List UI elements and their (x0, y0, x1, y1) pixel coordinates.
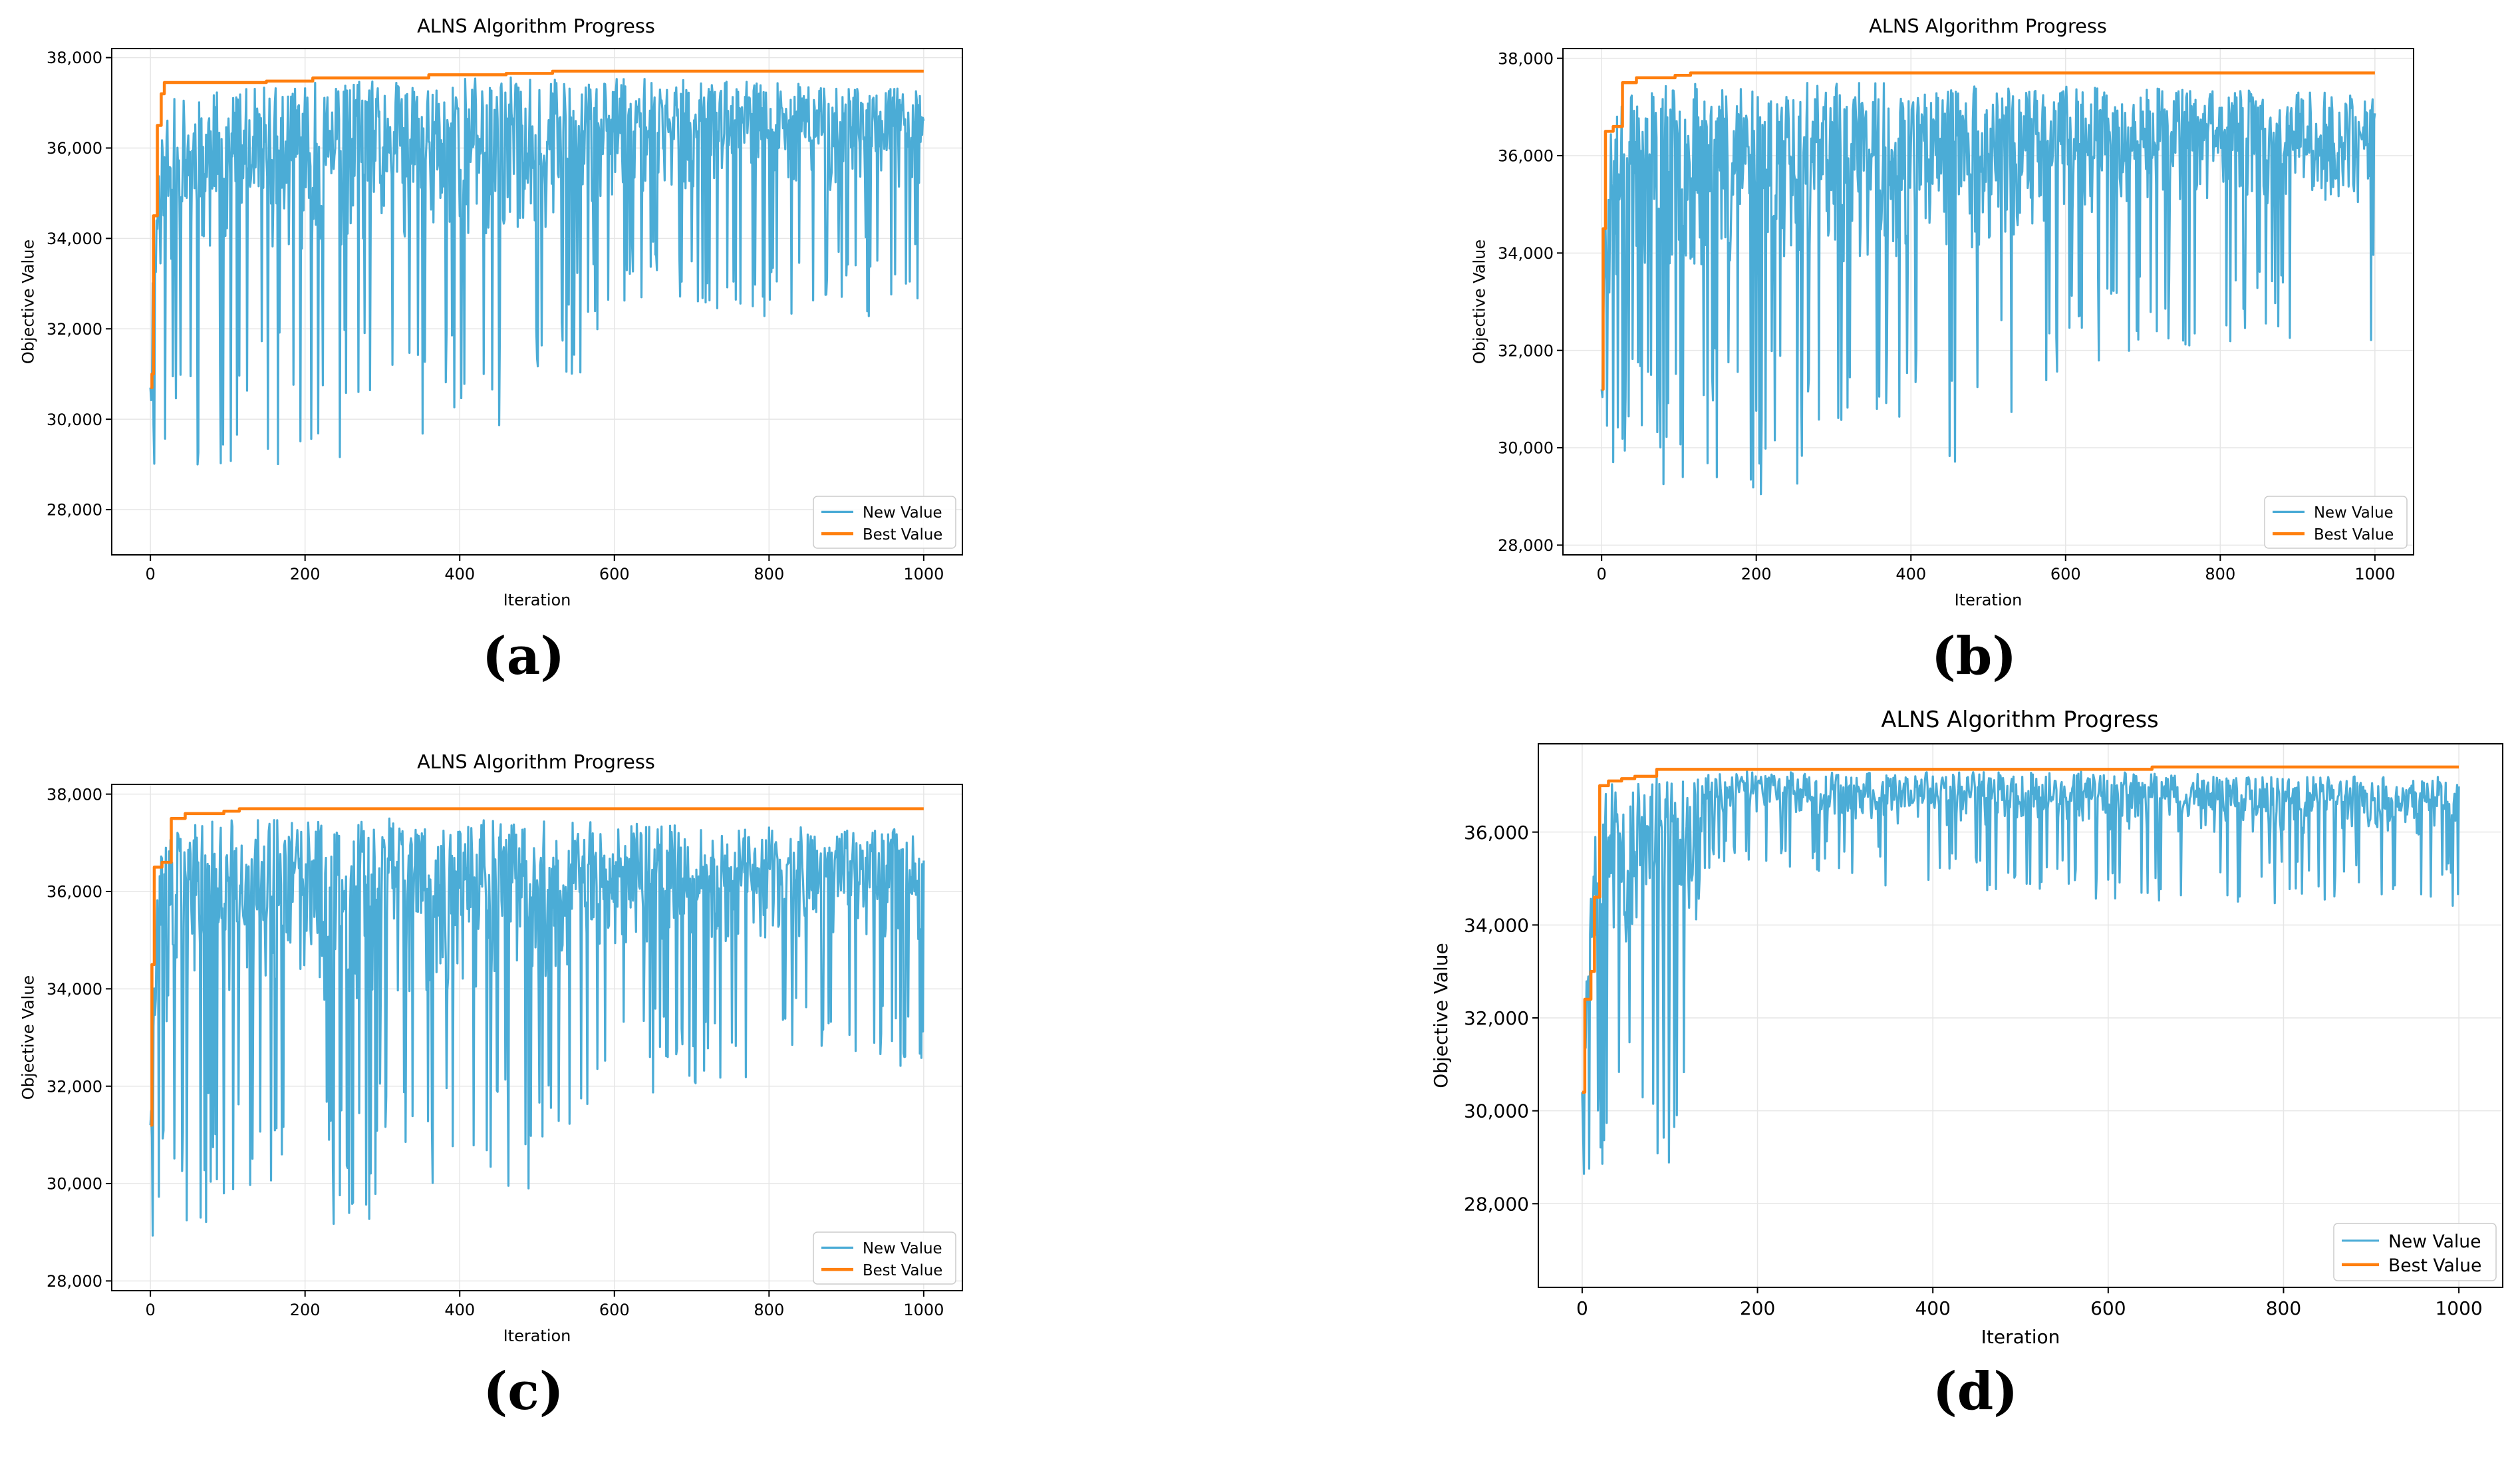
y-tick-label: 34,000 (47, 980, 102, 999)
y-tick-label: 32,000 (1498, 341, 1554, 360)
y-tick-label: 34,000 (1464, 914, 1529, 936)
y-tick-label: 28,000 (47, 501, 102, 520)
y-tick-label: 28,000 (1498, 536, 1554, 555)
legend-box (2333, 1223, 2497, 1281)
x-tick-label: 400 (444, 1301, 475, 1319)
x-tick-label: 200 (290, 565, 321, 583)
legend-label: Best Value (863, 526, 942, 544)
plot-frame (1562, 48, 2414, 556)
chart-title: ALNS Algorithm Progress (1881, 707, 2158, 732)
y-tick-label: 32,000 (47, 1077, 102, 1096)
x-tick-label: 600 (599, 565, 630, 583)
x-tick-label: 600 (2050, 565, 2081, 583)
x-tick-label: 0 (1576, 1297, 1588, 1319)
legend-label: Best Value (2314, 526, 2394, 544)
y-tick-label: 30,000 (1464, 1100, 1529, 1122)
legend: New Value Best Value (2264, 496, 2408, 549)
legend-label: Best Value (2388, 1255, 2481, 1276)
legend-box (813, 1231, 956, 1285)
chart-title: ALNS Algorithm Progress (417, 15, 655, 37)
x-tick-label: 800 (754, 565, 784, 583)
chart-title: ALNS Algorithm Progress (1869, 15, 2107, 37)
x-tick-label: 400 (1895, 565, 1926, 583)
y-tick-label: 32,000 (47, 320, 102, 339)
y-tick-label: 36,000 (1464, 822, 1529, 844)
x-tick-label: 1000 (903, 1301, 944, 1319)
y-tick-label: 38,000 (1498, 49, 1554, 68)
legend-box (2264, 496, 2408, 549)
y-tick-label: 36,000 (47, 139, 102, 158)
plot-frame (111, 784, 963, 1291)
chart-b: 0 200 400 600 800 1000 28,000 30,000 32,000 34,00… (1470, 15, 2414, 687)
series-best-value (1582, 765, 2459, 1094)
x-axis-label: Iteration (1981, 1326, 2060, 1348)
x-tick-label: 800 (2266, 1297, 2301, 1319)
y-tick-label: 30,000 (47, 1175, 102, 1194)
y-tick-label: 30,000 (1498, 439, 1554, 458)
y-tick-label: 36,000 (1498, 147, 1554, 166)
x-tick-label: 600 (599, 1301, 630, 1319)
series-best-value (150, 807, 924, 1127)
x-tick-label: 0 (145, 565, 155, 583)
x-tick-label: 1000 (903, 565, 944, 583)
series-best-value (1602, 71, 2375, 391)
legend: New Value Best Value (2333, 1223, 2497, 1281)
subfigure-caption: (d) (1933, 1361, 2018, 1422)
legend-label: Best Value (863, 1262, 942, 1279)
legend-label: New Value (863, 504, 942, 522)
x-tick-label: 600 (2090, 1297, 2126, 1319)
series-new-value (1581, 770, 2460, 1175)
series-new-value (1600, 82, 2376, 496)
x-axis-label: Iteration (1955, 591, 2023, 609)
chart-c: 0 200 400 600 800 1000 28,000 30,000 32,000 34,00… (19, 750, 963, 1422)
legend-box (813, 496, 956, 549)
series-new-value (149, 77, 925, 466)
x-tick-label: 0 (1596, 565, 1606, 583)
x-tick-label: 200 (1740, 1297, 1775, 1319)
x-tick-label: 400 (444, 565, 475, 583)
y-tick-label: 34,000 (1498, 244, 1554, 263)
y-axis-label: Objective Value (19, 240, 37, 364)
y-axis-label: Objective Value (1470, 240, 1488, 364)
y-axis-label: Objective Value (1430, 943, 1452, 1088)
y-tick-label: 30,000 (47, 410, 102, 429)
chart-a: 0 200 400 600 800 1000 28,000 30,000 32,000 34,00… (19, 15, 963, 687)
x-tick-label: 200 (1741, 565, 1772, 583)
subfigure-caption: (a) (482, 626, 565, 687)
legend-label: New Value (2388, 1231, 2481, 1252)
y-tick-label: 32,000 (1464, 1007, 1529, 1029)
subfigure-caption: (b) (1931, 626, 2017, 687)
y-tick-label: 28,000 (47, 1272, 102, 1291)
x-tick-label: 0 (145, 1301, 155, 1319)
legend-label: New Value (2314, 504, 2394, 522)
legend: New Value Best Value (813, 1231, 956, 1285)
legend: New Value Best Value (813, 496, 956, 549)
series-best-value (150, 69, 924, 389)
y-axis-label: Objective Value (19, 975, 37, 1100)
y-tick-label: 28,000 (1464, 1193, 1529, 1215)
subfigure-caption: (c) (483, 1361, 563, 1422)
chart-title: ALNS Algorithm Progress (417, 750, 655, 773)
y-tick-label: 38,000 (47, 785, 102, 804)
x-tick-label: 1000 (2354, 565, 2395, 583)
y-tick-label: 36,000 (47, 883, 102, 901)
x-tick-label: 1000 (2435, 1297, 2482, 1319)
chart-d: 0 200 400 600 800 1000 28,000 30,000 32,000 34,00… (1430, 707, 2503, 1422)
x-tick-label: 400 (1915, 1297, 1950, 1319)
x-tick-label: 800 (2205, 565, 2235, 583)
y-tick-label: 34,000 (47, 230, 102, 248)
y-tick-label: 38,000 (47, 49, 102, 67)
x-tick-label: 800 (754, 1301, 784, 1319)
legend-label: New Value (863, 1240, 942, 1257)
plot-frame (111, 48, 963, 556)
plot-frame (1538, 743, 2503, 1288)
x-axis-label: Iteration (503, 1327, 571, 1345)
x-axis-label: Iteration (503, 591, 571, 609)
series-new-value (149, 817, 925, 1237)
x-tick-label: 200 (290, 1301, 321, 1319)
